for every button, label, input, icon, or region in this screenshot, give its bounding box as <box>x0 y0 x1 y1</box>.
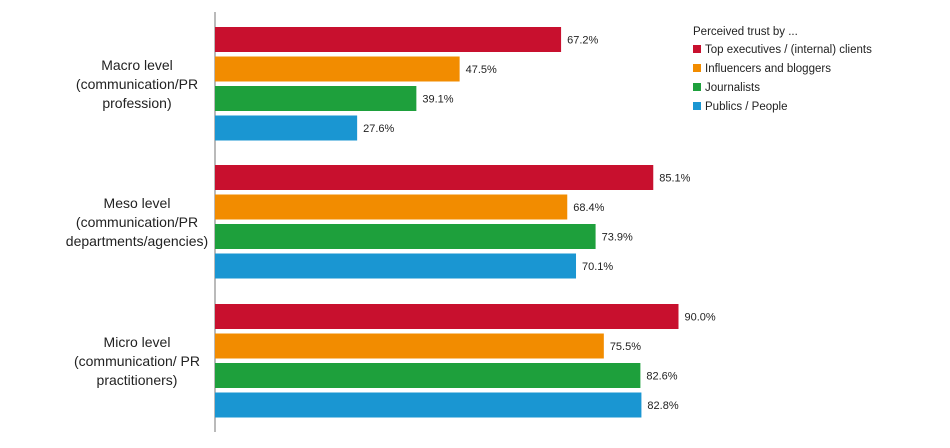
bar-2-2 <box>215 363 641 388</box>
bar-0-0 <box>215 27 562 52</box>
legend-title: Perceived trust by ... <box>693 26 798 38</box>
category-label: (communication/PR <box>76 214 198 230</box>
value-label: 75.5% <box>610 341 641 353</box>
category-label: (communication/PR <box>76 76 198 92</box>
bar-2-0 <box>215 304 679 329</box>
bar-1-2 <box>215 224 596 249</box>
category-label: Micro level <box>104 334 171 350</box>
legend-label: Top executives / (internal) clients <box>705 44 872 56</box>
value-label: 82.8% <box>647 400 678 412</box>
category-label: (communication/ PR <box>74 353 200 369</box>
bar-2-3 <box>215 392 642 418</box>
legend-label: Influencers and bloggers <box>705 63 831 75</box>
bar-1-1 <box>215 194 568 220</box>
legend-label: Publics / People <box>705 101 787 113</box>
value-label: 39.1% <box>422 94 453 106</box>
category-label: profession) <box>102 95 171 111</box>
value-label: 73.9% <box>602 232 633 244</box>
legend-swatch <box>693 83 701 91</box>
value-label: 90.0% <box>685 312 716 324</box>
value-label: 47.5% <box>466 64 497 76</box>
value-label: 70.1% <box>582 261 613 273</box>
category-label: departments/agencies) <box>66 233 208 249</box>
value-label: 27.6% <box>363 123 394 135</box>
category-label: practitioners) <box>97 372 178 388</box>
bar-0-1 <box>215 56 460 82</box>
legend-swatch <box>693 45 701 53</box>
value-label: 67.2% <box>567 35 598 47</box>
legend-label: Journalists <box>705 82 760 94</box>
value-label: 85.1% <box>659 173 690 185</box>
category-label: Meso level <box>104 195 171 211</box>
category-label: Macro level <box>101 57 173 73</box>
bar-0-3 <box>215 115 358 141</box>
bar-0-2 <box>215 86 417 111</box>
value-label: 68.4% <box>573 202 604 214</box>
bar-1-0 <box>215 165 654 190</box>
legend-swatch <box>693 64 701 72</box>
legend-swatch <box>693 102 701 110</box>
bar-1-3 <box>215 253 577 279</box>
value-label: 82.6% <box>646 371 677 383</box>
bar-2-1 <box>215 333 604 359</box>
